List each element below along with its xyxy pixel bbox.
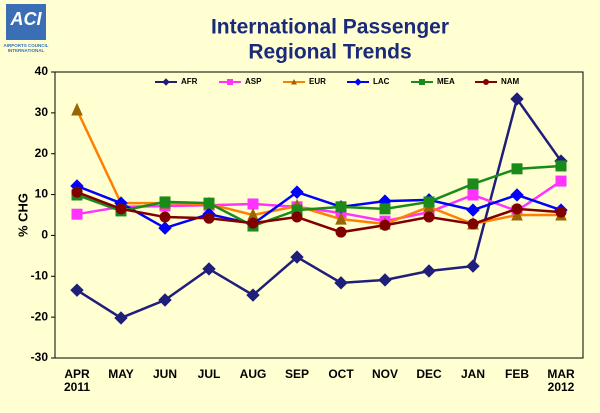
series-line [76, 96, 563, 320]
marker [379, 203, 391, 215]
x-tick-label: MAY [108, 367, 134, 381]
legend-label: EUR [309, 77, 326, 86]
y-axis-label: % CHG [15, 193, 30, 237]
marker [203, 212, 215, 224]
marker [511, 163, 523, 175]
legend-label: AFR [181, 77, 198, 86]
series-line [76, 164, 562, 228]
marker [247, 198, 259, 210]
marker [202, 262, 216, 276]
marker [291, 211, 303, 223]
marker [467, 178, 479, 190]
x-tick-label: FEB [505, 367, 529, 381]
logo-subtitle: AIRPORTS COUNCIL [4, 43, 49, 48]
y-tick-label: 10 [35, 187, 49, 201]
y-tick-label: -30 [31, 350, 49, 364]
marker [510, 92, 524, 106]
marker [71, 208, 83, 220]
logo-box [6, 4, 46, 40]
marker [555, 206, 567, 218]
marker [71, 186, 83, 198]
marker [158, 221, 172, 235]
marker [379, 219, 391, 231]
marker [422, 264, 436, 278]
marker [71, 102, 83, 116]
series-line [76, 184, 562, 230]
legend-marker [354, 78, 362, 86]
y-tick-label: -20 [31, 309, 49, 323]
logo: ACI AIRPORTS COUNCIL INTERNATIONAL [4, 4, 49, 53]
legend-marker [291, 79, 297, 85]
x-tick-label: JUN [153, 367, 177, 381]
x-tick-label: APR 2011 [64, 367, 90, 394]
x-tick-label: OCT [328, 367, 354, 381]
marker [246, 288, 260, 302]
y-tick-label: 20 [35, 146, 49, 160]
marker [334, 276, 348, 290]
legend-label: LAC [373, 77, 390, 86]
x-tick-label: DEC [416, 367, 442, 381]
marker [510, 188, 524, 202]
marker [335, 211, 347, 225]
marker [247, 217, 259, 229]
x-tick-label: JAN [461, 367, 485, 381]
marker [203, 197, 215, 209]
marker [114, 311, 128, 325]
logo-name: ACI [10, 9, 43, 29]
marker [466, 203, 480, 217]
marker [290, 185, 304, 199]
logo-subtitle: INTERNATIONAL [8, 48, 45, 53]
series-line [76, 180, 562, 223]
marker [115, 203, 127, 215]
series-line [76, 190, 562, 234]
marker [158, 293, 172, 307]
y-tick-label: 30 [35, 105, 49, 119]
legend-marker [483, 79, 489, 85]
marker [290, 250, 304, 264]
marker [423, 211, 435, 223]
plot-frame [54, 71, 584, 359]
marker [378, 273, 392, 287]
y-tick-label: 40 [35, 64, 49, 78]
marker [335, 226, 347, 238]
x-tick-label: MAR 2012 [547, 367, 575, 394]
legend-label: MEA [437, 77, 455, 86]
chart-title: Regional Trends [248, 41, 411, 64]
x-tick-label: SEP [285, 367, 309, 381]
marker [467, 218, 479, 230]
x-tick-label: NOV [372, 367, 398, 381]
y-tick-label: -10 [31, 268, 49, 282]
marker [70, 283, 84, 297]
y-tick-label: 0 [41, 228, 48, 242]
chart-title: International Passenger [211, 16, 449, 39]
marker [335, 201, 347, 213]
legend-label: ASP [245, 77, 262, 86]
legend-marker [162, 78, 170, 86]
marker [511, 207, 523, 221]
marker [555, 160, 567, 172]
x-tick-label: AUG [240, 367, 267, 381]
legend-marker [227, 79, 233, 85]
marker [159, 211, 171, 223]
marker [511, 203, 523, 215]
marker [555, 175, 567, 187]
marker [423, 196, 435, 208]
marker [466, 259, 480, 273]
x-tick-label: JUL [198, 367, 221, 381]
legend-marker [419, 79, 425, 85]
marker [467, 189, 479, 201]
marker [159, 196, 171, 208]
legend-label: NAM [501, 77, 520, 86]
